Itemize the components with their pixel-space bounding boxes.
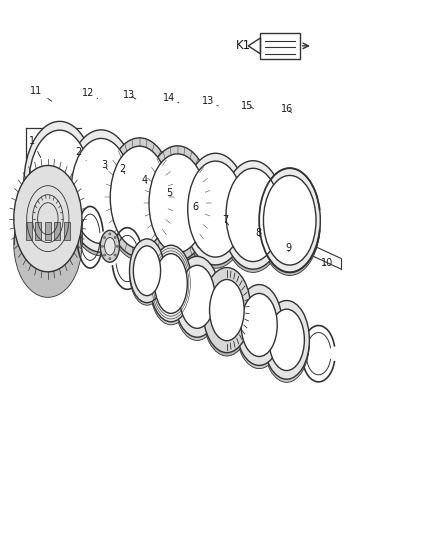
Text: K1: K1 (236, 39, 251, 52)
Text: 16: 16 (281, 104, 293, 115)
Ellipse shape (105, 238, 115, 255)
Ellipse shape (66, 134, 136, 256)
Ellipse shape (101, 245, 103, 247)
Ellipse shape (103, 254, 106, 256)
Ellipse shape (203, 268, 251, 353)
Ellipse shape (109, 257, 111, 260)
Ellipse shape (149, 154, 206, 253)
Ellipse shape (188, 161, 243, 257)
Text: 13: 13 (202, 96, 218, 107)
Ellipse shape (66, 130, 136, 252)
Text: 6: 6 (192, 201, 198, 212)
Ellipse shape (222, 164, 285, 272)
Ellipse shape (203, 271, 251, 356)
Polygon shape (64, 222, 70, 240)
Ellipse shape (106, 141, 173, 261)
Ellipse shape (114, 254, 116, 256)
Text: 2: 2 (119, 165, 125, 174)
Bar (261, 33, 300, 59)
Ellipse shape (150, 248, 192, 325)
Text: 9: 9 (286, 243, 292, 253)
Ellipse shape (71, 139, 131, 244)
Polygon shape (35, 222, 41, 240)
Ellipse shape (114, 237, 116, 239)
Ellipse shape (264, 304, 309, 382)
Text: 13: 13 (124, 90, 136, 100)
Ellipse shape (103, 237, 106, 239)
Text: 5: 5 (166, 188, 172, 198)
Text: 2: 2 (75, 147, 86, 161)
Ellipse shape (133, 246, 161, 296)
Text: 12: 12 (82, 88, 98, 99)
Ellipse shape (130, 241, 164, 305)
Ellipse shape (263, 175, 316, 265)
Ellipse shape (236, 288, 283, 369)
Text: 7: 7 (223, 215, 229, 225)
Ellipse shape (145, 146, 211, 261)
Text: 1: 1 (29, 136, 41, 158)
Ellipse shape (155, 254, 187, 313)
Ellipse shape (24, 122, 95, 247)
Ellipse shape (241, 294, 277, 357)
Text: 3: 3 (102, 160, 108, 170)
Ellipse shape (183, 157, 248, 268)
Text: 10: 10 (321, 258, 333, 268)
Ellipse shape (109, 233, 111, 235)
Ellipse shape (116, 245, 118, 247)
Text: 4: 4 (142, 175, 148, 185)
Ellipse shape (222, 161, 285, 269)
Text: 14: 14 (162, 93, 179, 103)
Ellipse shape (150, 245, 192, 322)
Ellipse shape (236, 285, 283, 366)
Ellipse shape (24, 125, 95, 251)
Ellipse shape (130, 239, 164, 303)
Ellipse shape (145, 149, 211, 264)
Ellipse shape (209, 279, 244, 341)
Ellipse shape (14, 191, 82, 297)
Ellipse shape (259, 168, 320, 272)
Polygon shape (45, 222, 51, 240)
Ellipse shape (106, 138, 173, 257)
Ellipse shape (100, 230, 120, 262)
Ellipse shape (226, 168, 280, 262)
Text: 11: 11 (30, 86, 52, 101)
Polygon shape (26, 222, 32, 240)
Ellipse shape (29, 130, 90, 238)
Text: 15: 15 (241, 101, 254, 111)
Ellipse shape (174, 260, 220, 341)
Ellipse shape (180, 265, 215, 328)
Ellipse shape (264, 301, 309, 379)
Polygon shape (54, 222, 60, 240)
Ellipse shape (269, 309, 304, 370)
Ellipse shape (259, 171, 320, 276)
Ellipse shape (183, 154, 248, 265)
Ellipse shape (174, 256, 220, 337)
Ellipse shape (14, 165, 82, 272)
Ellipse shape (110, 146, 169, 248)
Text: 8: 8 (255, 228, 261, 238)
